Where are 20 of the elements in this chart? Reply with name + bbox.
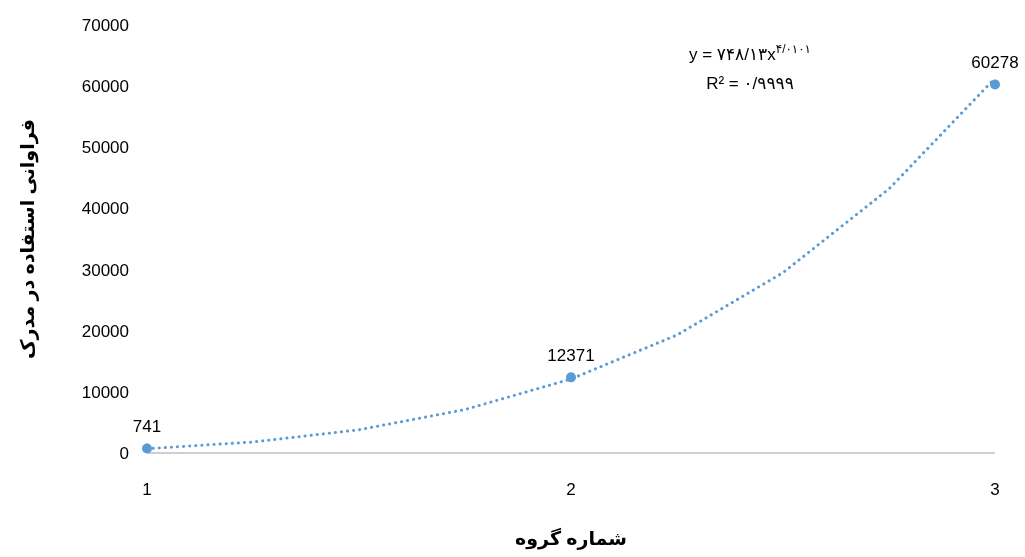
- annotation: y = ۷۴۸/۱۳x$^{۴/۰۱۰۱}$: [688, 42, 812, 64]
- point: [566, 372, 576, 383]
- y-tick-label: 20000: [81, 321, 129, 341]
- y-tick-label: 30000: [81, 260, 129, 280]
- x-axis-title: شماره گروه: [515, 527, 627, 550]
- x-tick-label: 2: [566, 480, 576, 499]
- y-tick-label: 60000: [81, 77, 129, 97]
- y-tick-label: 0: [119, 444, 129, 463]
- data-label: 12371: [547, 346, 595, 366]
- x-tick-label: 1: [142, 480, 152, 499]
- x-tick-label: 3: [990, 480, 1000, 499]
- y-tick-label: 10000: [81, 382, 129, 402]
- y-tick-label: 40000: [81, 199, 129, 219]
- y-tick-label: 50000: [81, 138, 129, 158]
- data-label: 60278: [971, 53, 1019, 73]
- annotation: R² = ۰/۹۹۹۹: [706, 74, 794, 93]
- data-label: 741: [132, 417, 162, 437]
- point: [990, 79, 1000, 90]
- y-tick-label: 70000: [81, 16, 129, 35]
- y-axis-title: فراوانی استفاده در مدرک: [17, 119, 39, 359]
